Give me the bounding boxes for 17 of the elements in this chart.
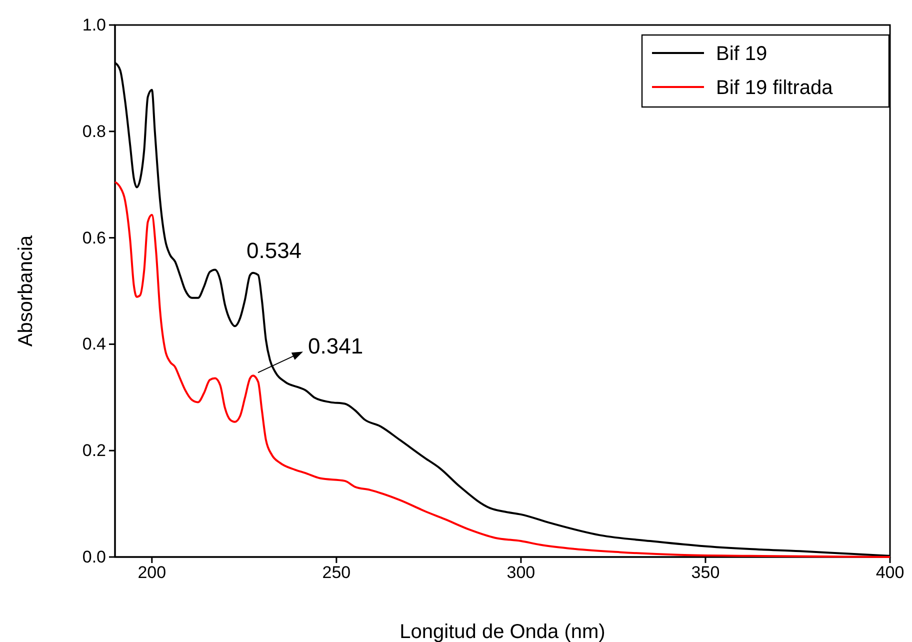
y-tick-label: 0.8 [82, 122, 106, 141]
annotation: 0.341 [308, 334, 364, 359]
y-axis-title: Absorbancia [15, 234, 37, 347]
x-tick-label: 200 [138, 563, 166, 582]
x-tick-label: 300 [506, 563, 536, 582]
y-tick-label: 0.2 [82, 441, 106, 460]
y-tick-label: 0.4 [82, 334, 106, 354]
x-tick-label: 350 [691, 563, 720, 582]
x-tick-label: 400 [876, 563, 904, 582]
annotation: 0.534 [246, 238, 302, 263]
legend-label: Bif 19 [716, 43, 768, 65]
y-tick-label: 1.0 [82, 15, 106, 34]
y-tick-label: 0.6 [82, 228, 106, 248]
y-tick-label: 0.0 [82, 547, 106, 566]
x-axis-title: Longitud de Onda (nm) [400, 621, 606, 642]
x-tick-label: 250 [322, 563, 351, 582]
legend-label: Bif 19 filtrada [716, 77, 834, 99]
